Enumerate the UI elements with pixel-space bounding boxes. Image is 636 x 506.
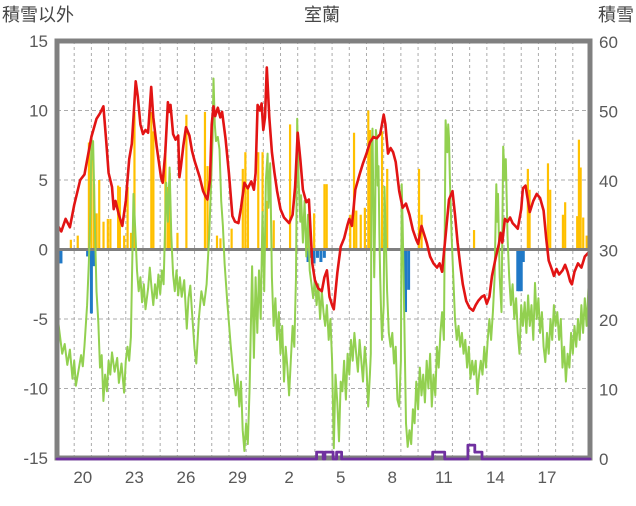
svg-text:50: 50	[599, 103, 618, 122]
snow-depth-line	[55, 443, 592, 461]
line-series	[55, 66, 592, 452]
svg-text:23: 23	[125, 468, 144, 487]
right-axis-title: 積雪	[598, 5, 634, 25]
svg-text:17: 17	[538, 468, 557, 487]
svg-text:11: 11	[435, 468, 453, 487]
svg-text:26: 26	[176, 468, 195, 487]
svg-text:0: 0	[39, 241, 48, 260]
svg-text:10: 10	[29, 102, 48, 121]
svg-text:14: 14	[486, 468, 505, 487]
svg-text:-5: -5	[33, 310, 48, 329]
svg-text:60: 60	[599, 33, 618, 52]
svg-text:15: 15	[29, 32, 48, 51]
svg-text:10: 10	[599, 381, 618, 400]
chart-title: 室蘭	[304, 5, 340, 25]
svg-text:-15: -15	[23, 449, 48, 468]
left-axis-title: 積雪以外	[2, 5, 74, 25]
svg-text:30: 30	[599, 242, 618, 261]
svg-text:8: 8	[388, 468, 397, 487]
svg-text:29: 29	[228, 468, 247, 487]
svg-text:5: 5	[39, 171, 48, 190]
svg-text:0: 0	[599, 450, 608, 469]
svg-text:5: 5	[336, 468, 345, 487]
svg-text:2: 2	[284, 468, 293, 487]
svg-text:-10: -10	[23, 380, 48, 399]
svg-text:20: 20	[73, 468, 92, 487]
svg-text:20: 20	[599, 311, 618, 330]
svg-text:40: 40	[599, 172, 618, 191]
